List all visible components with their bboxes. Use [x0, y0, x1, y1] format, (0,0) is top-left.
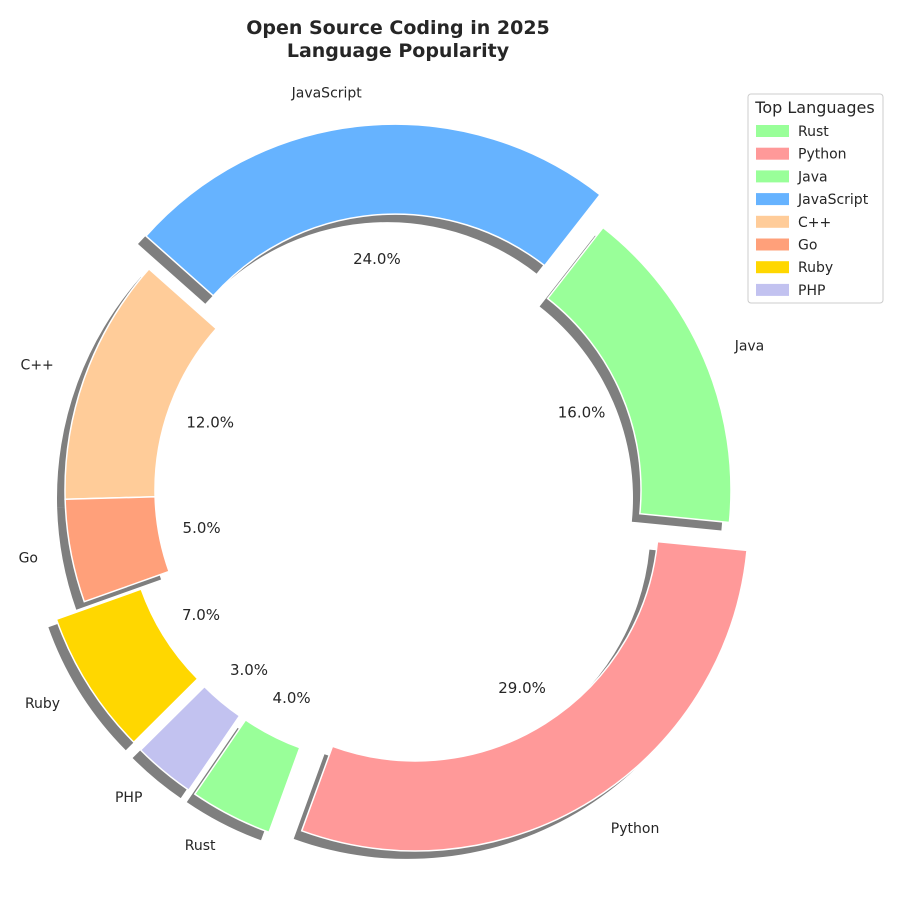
category-label-php: PHP [115, 790, 142, 806]
percent-label-javascript: 24.0% [353, 250, 401, 268]
legend-label-go: Go [798, 238, 817, 254]
legend-label-rust: Rust [798, 124, 829, 140]
legend-label-php: PHP [798, 283, 825, 299]
slice-ruby [55, 588, 199, 744]
percent-label-java: 16.0% [558, 403, 606, 421]
slice-java [546, 226, 732, 524]
slice-php [139, 685, 241, 792]
legend-swatch-rust [756, 125, 789, 137]
legend-label-javascript: JavaScript [797, 192, 869, 208]
slice-javascript [144, 123, 602, 297]
percent-label-cplusplus: 12.0% [186, 414, 234, 432]
category-label-rust: Rust [185, 838, 216, 854]
legend-title: Top Languages [754, 98, 874, 117]
percent-label-php: 3.0% [230, 661, 268, 679]
legend-swatch-go [756, 238, 789, 251]
legend-label-java: Java [797, 169, 828, 185]
chart-title-line-1: Open Source Coding in 2025 [246, 17, 550, 39]
percent-label-go: 5.0% [183, 519, 221, 537]
slice-go [64, 496, 171, 603]
category-label-java: Java [734, 339, 765, 355]
legend-swatch-java [756, 170, 789, 183]
legend-swatch-javascript [756, 193, 789, 206]
legend-swatch-python [756, 147, 789, 160]
category-label-cplusplus: C++ [21, 358, 54, 374]
legend-label-cplusplus: C++ [798, 215, 831, 231]
legend-swatch-php [756, 283, 789, 296]
legend-items: Rust Python Java JavaScript C++ Go Ruby PHP [756, 124, 869, 299]
slice-cplusplus [64, 267, 218, 501]
legend: Top Languages Rust Python Java JavaScript C+… [747, 93, 884, 304]
category-label-go: Go [19, 550, 38, 566]
chart-title-line-2: Language Popularity [287, 40, 510, 62]
legend-frame [747, 93, 884, 304]
slice-labels: Python 29.0% Java 16.0% JavaScript 24.0% C++ 12… [19, 85, 765, 854]
legend-swatch-ruby [756, 261, 789, 274]
percent-label-rust: 4.0% [273, 689, 311, 707]
legend-swatch-cplusplus [756, 215, 789, 228]
category-label-javascript: JavaScript [291, 85, 363, 101]
legend-label-python: Python [798, 147, 847, 163]
slice-python [300, 540, 748, 852]
category-label-ruby: Ruby [25, 696, 60, 712]
legend-label-ruby: Ruby [798, 260, 833, 276]
category-label-python: Python [611, 821, 660, 837]
slice-rust [193, 718, 301, 834]
slices [55, 123, 748, 852]
percent-label-python: 29.0% [498, 679, 546, 697]
percent-label-ruby: 7.0% [182, 606, 220, 624]
